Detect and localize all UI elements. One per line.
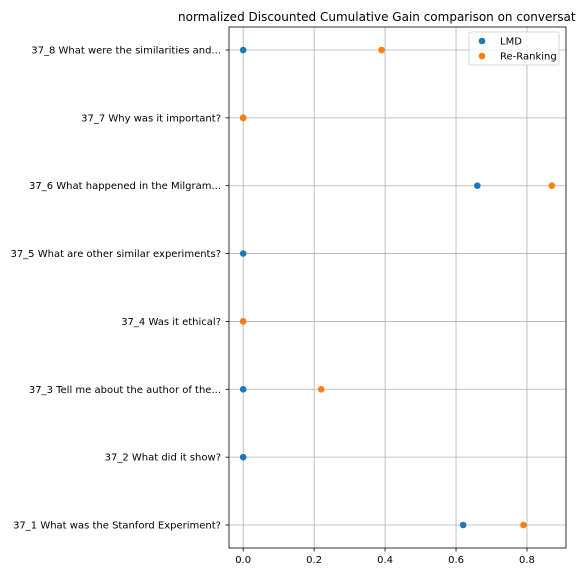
legend-label: LMD bbox=[500, 37, 522, 48]
x-tick-label: 0.8 bbox=[519, 555, 535, 566]
plot-area bbox=[228, 26, 567, 549]
x-tick-label: 0.6 bbox=[448, 555, 464, 566]
data-points bbox=[239, 46, 556, 529]
x-tick-label: 0.4 bbox=[377, 555, 393, 566]
y-tick-label: 37_1 What was the Stanford Experiment? bbox=[13, 521, 221, 532]
y-tick-label: 37_4 Was it ethical? bbox=[121, 317, 221, 328]
legend-marker bbox=[478, 37, 486, 45]
y-tick-label: 37_8 What were the similarities and... bbox=[31, 46, 221, 57]
legend-box bbox=[468, 31, 560, 66]
point-lmd bbox=[474, 182, 481, 190]
grid-lines bbox=[229, 27, 566, 548]
legend-label: Re-Ranking bbox=[500, 52, 557, 63]
y-tick-label: 37_7 Why was it important? bbox=[81, 113, 221, 124]
point-lmd bbox=[239, 250, 247, 257]
y-tick-label: 37_6 What happened in the Milgram... bbox=[29, 181, 221, 192]
point-lmd bbox=[239, 46, 247, 54]
x-tick-label: 0.2 bbox=[306, 555, 322, 566]
point-lmd bbox=[239, 453, 247, 461]
point-re-ranking bbox=[520, 521, 527, 529]
x-tick-label: 0.0 bbox=[235, 555, 251, 566]
legend-marker bbox=[478, 52, 486, 60]
point-re-ranking bbox=[239, 114, 247, 122]
chart-title: normalized Discounted Cumulative Gain co… bbox=[178, 10, 576, 24]
legend: LMD Re-Ranking bbox=[468, 31, 560, 66]
point-lmd bbox=[459, 521, 467, 529]
y-axis-ticks: 37_1 What was the Stanford Experiment? 37… bbox=[10, 46, 229, 532]
point-re-ranking bbox=[378, 46, 385, 54]
point-re-ranking bbox=[239, 318, 247, 325]
point-re-ranking bbox=[548, 182, 556, 190]
x-axis-ticks: 0.0 0.2 0.4 0.6 0.8 bbox=[235, 548, 535, 566]
y-tick-label: 37_3 Tell me about the author of the... bbox=[29, 385, 221, 396]
point-re-ranking bbox=[317, 385, 325, 393]
y-tick-label: 37_2 What did it show? bbox=[105, 453, 221, 464]
point-lmd bbox=[239, 385, 247, 393]
y-tick-label: 37_5 What are other similar experiments? bbox=[10, 249, 221, 260]
